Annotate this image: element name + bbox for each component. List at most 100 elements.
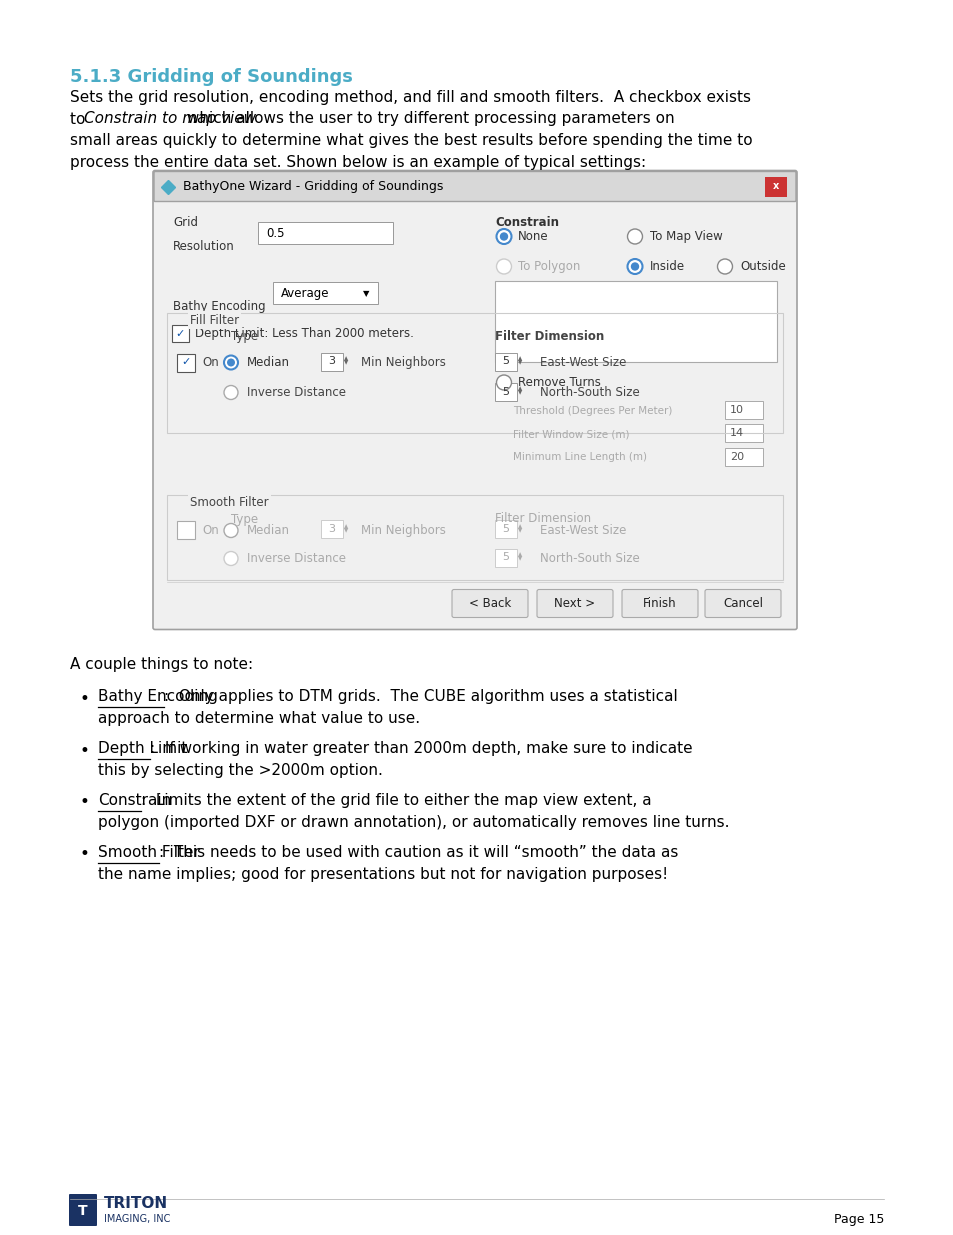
Circle shape: [630, 262, 639, 270]
Bar: [167, 495, 782, 580]
Text: Constrain: Constrain: [495, 215, 558, 228]
Text: Filter Dimension: Filter Dimension: [495, 513, 591, 526]
Text: Type: Type: [231, 330, 258, 342]
Text: Threshold (Degrees Per Meter): Threshold (Degrees Per Meter): [513, 406, 672, 416]
Text: Inverse Distance: Inverse Distance: [247, 387, 346, 399]
Bar: [495, 352, 517, 370]
Text: :  This needs to be used with caution as it will “smooth” the data as: : This needs to be used with caution as …: [159, 846, 679, 861]
Text: IMAGING, INC: IMAGING, INC: [104, 1214, 171, 1224]
Bar: [724, 401, 762, 420]
Text: to: to: [70, 111, 91, 126]
FancyBboxPatch shape: [152, 170, 796, 630]
Bar: [724, 447, 762, 466]
Text: North-South Size: North-South Size: [539, 387, 639, 399]
Text: :  Limits the extent of the grid file to either the map view extent, a: : Limits the extent of the grid file to …: [140, 794, 651, 809]
FancyBboxPatch shape: [153, 172, 795, 201]
Bar: [764, 177, 786, 196]
Text: North-South Size: North-South Size: [539, 552, 639, 564]
Text: ✓: ✓: [175, 329, 185, 338]
Text: •: •: [80, 846, 90, 863]
Text: Inverse Distance: Inverse Distance: [247, 552, 346, 564]
Bar: [257, 222, 393, 245]
Text: On: On: [202, 524, 218, 537]
Circle shape: [224, 524, 237, 537]
Text: Outside: Outside: [740, 261, 785, 273]
Text: East-West Size: East-West Size: [539, 524, 626, 537]
Text: Min Neighbors: Min Neighbors: [360, 524, 445, 537]
Bar: [172, 326, 189, 342]
Text: 5: 5: [501, 357, 509, 367]
Text: x: x: [772, 182, 779, 191]
Bar: [320, 520, 343, 538]
FancyBboxPatch shape: [452, 589, 527, 618]
Text: 5: 5: [501, 387, 509, 396]
Text: Remove Turns: Remove Turns: [517, 375, 600, 389]
Text: Bathy Encoding: Bathy Encoding: [98, 689, 217, 704]
Text: •: •: [80, 794, 90, 811]
Text: Finish: Finish: [642, 597, 676, 610]
Bar: [167, 312, 782, 432]
Text: Page 15: Page 15: [833, 1213, 883, 1225]
Text: ▼: ▼: [362, 289, 369, 298]
Circle shape: [627, 228, 641, 245]
Text: which allows the user to try different processing parameters on: which allows the user to try different p…: [182, 111, 674, 126]
Text: Median: Median: [247, 524, 290, 537]
Text: To Map View: To Map View: [649, 230, 722, 243]
FancyBboxPatch shape: [621, 589, 698, 618]
Text: Smooth Filter: Smooth Filter: [98, 846, 200, 861]
Text: Fill Filter: Fill Filter: [190, 314, 239, 326]
Text: 5: 5: [501, 552, 509, 562]
Text: •: •: [80, 689, 90, 708]
Bar: [495, 282, 776, 362]
Text: To Polygon: To Polygon: [517, 261, 579, 273]
Text: the name implies; good for presentations but not for navigation purposes!: the name implies; good for presentations…: [98, 867, 667, 882]
Text: Type: Type: [231, 513, 258, 526]
Text: ▲
▼: ▲ ▼: [517, 356, 521, 366]
Text: Resolution: Resolution: [172, 241, 234, 253]
Text: Average: Average: [281, 287, 329, 300]
Circle shape: [496, 375, 511, 390]
Text: Filter Window Size (m): Filter Window Size (m): [513, 430, 629, 440]
Text: Bathy Encoding: Bathy Encoding: [172, 300, 265, 314]
Circle shape: [496, 228, 511, 245]
Text: ▲
▼: ▲ ▼: [517, 552, 521, 561]
Circle shape: [224, 356, 237, 369]
Circle shape: [717, 259, 732, 274]
Text: process the entire data set. Shown below is an example of typical settings:: process the entire data set. Shown below…: [70, 154, 645, 169]
Text: •: •: [80, 741, 90, 760]
Bar: [495, 383, 517, 400]
Text: Depth Limit: Depth Limit: [98, 741, 187, 757]
Text: Minimum Line Length (m): Minimum Line Length (m): [513, 452, 646, 462]
Text: :  If working in water greater than 2000m depth, make sure to indicate: : If working in water greater than 2000m…: [150, 741, 692, 757]
Circle shape: [224, 552, 237, 566]
Text: Grid: Grid: [172, 215, 198, 228]
Text: On: On: [202, 356, 218, 369]
Text: Inside: Inside: [649, 261, 684, 273]
Text: Constrain: Constrain: [98, 794, 172, 809]
Text: polygon (imported DXF or drawn annotation), or automatically removes line turns.: polygon (imported DXF or drawn annotatio…: [98, 815, 729, 830]
Bar: [495, 548, 517, 567]
Text: 5: 5: [501, 525, 509, 535]
Text: None: None: [517, 230, 548, 243]
Text: ▲
▼: ▲ ▼: [344, 524, 348, 534]
Text: 5.1.3 Gridding of Soundings: 5.1.3 Gridding of Soundings: [70, 68, 353, 86]
Text: 14: 14: [729, 429, 743, 438]
Text: Sets the grid resolution, encoding method, and fill and smooth filters.  A check: Sets the grid resolution, encoding metho…: [70, 90, 750, 105]
Text: 10: 10: [729, 405, 743, 415]
Text: this by selecting the >2000m option.: this by selecting the >2000m option.: [98, 763, 382, 778]
Bar: [273, 283, 377, 305]
Text: < Back: < Back: [468, 597, 511, 610]
Bar: [724, 425, 762, 442]
Text: Depth Limit: Less Than 2000 meters.: Depth Limit: Less Than 2000 meters.: [194, 327, 414, 341]
Text: Cancel: Cancel: [722, 597, 762, 610]
Bar: [177, 353, 194, 372]
Circle shape: [496, 259, 511, 274]
Bar: [177, 521, 194, 540]
Text: ✓: ✓: [181, 357, 191, 368]
Text: Constrain to map view: Constrain to map view: [84, 111, 256, 126]
Text: Next >: Next >: [554, 597, 595, 610]
Text: 3: 3: [328, 357, 335, 367]
Text: ▲
▼: ▲ ▼: [517, 385, 521, 395]
Circle shape: [499, 232, 508, 241]
Text: 20: 20: [729, 452, 743, 462]
